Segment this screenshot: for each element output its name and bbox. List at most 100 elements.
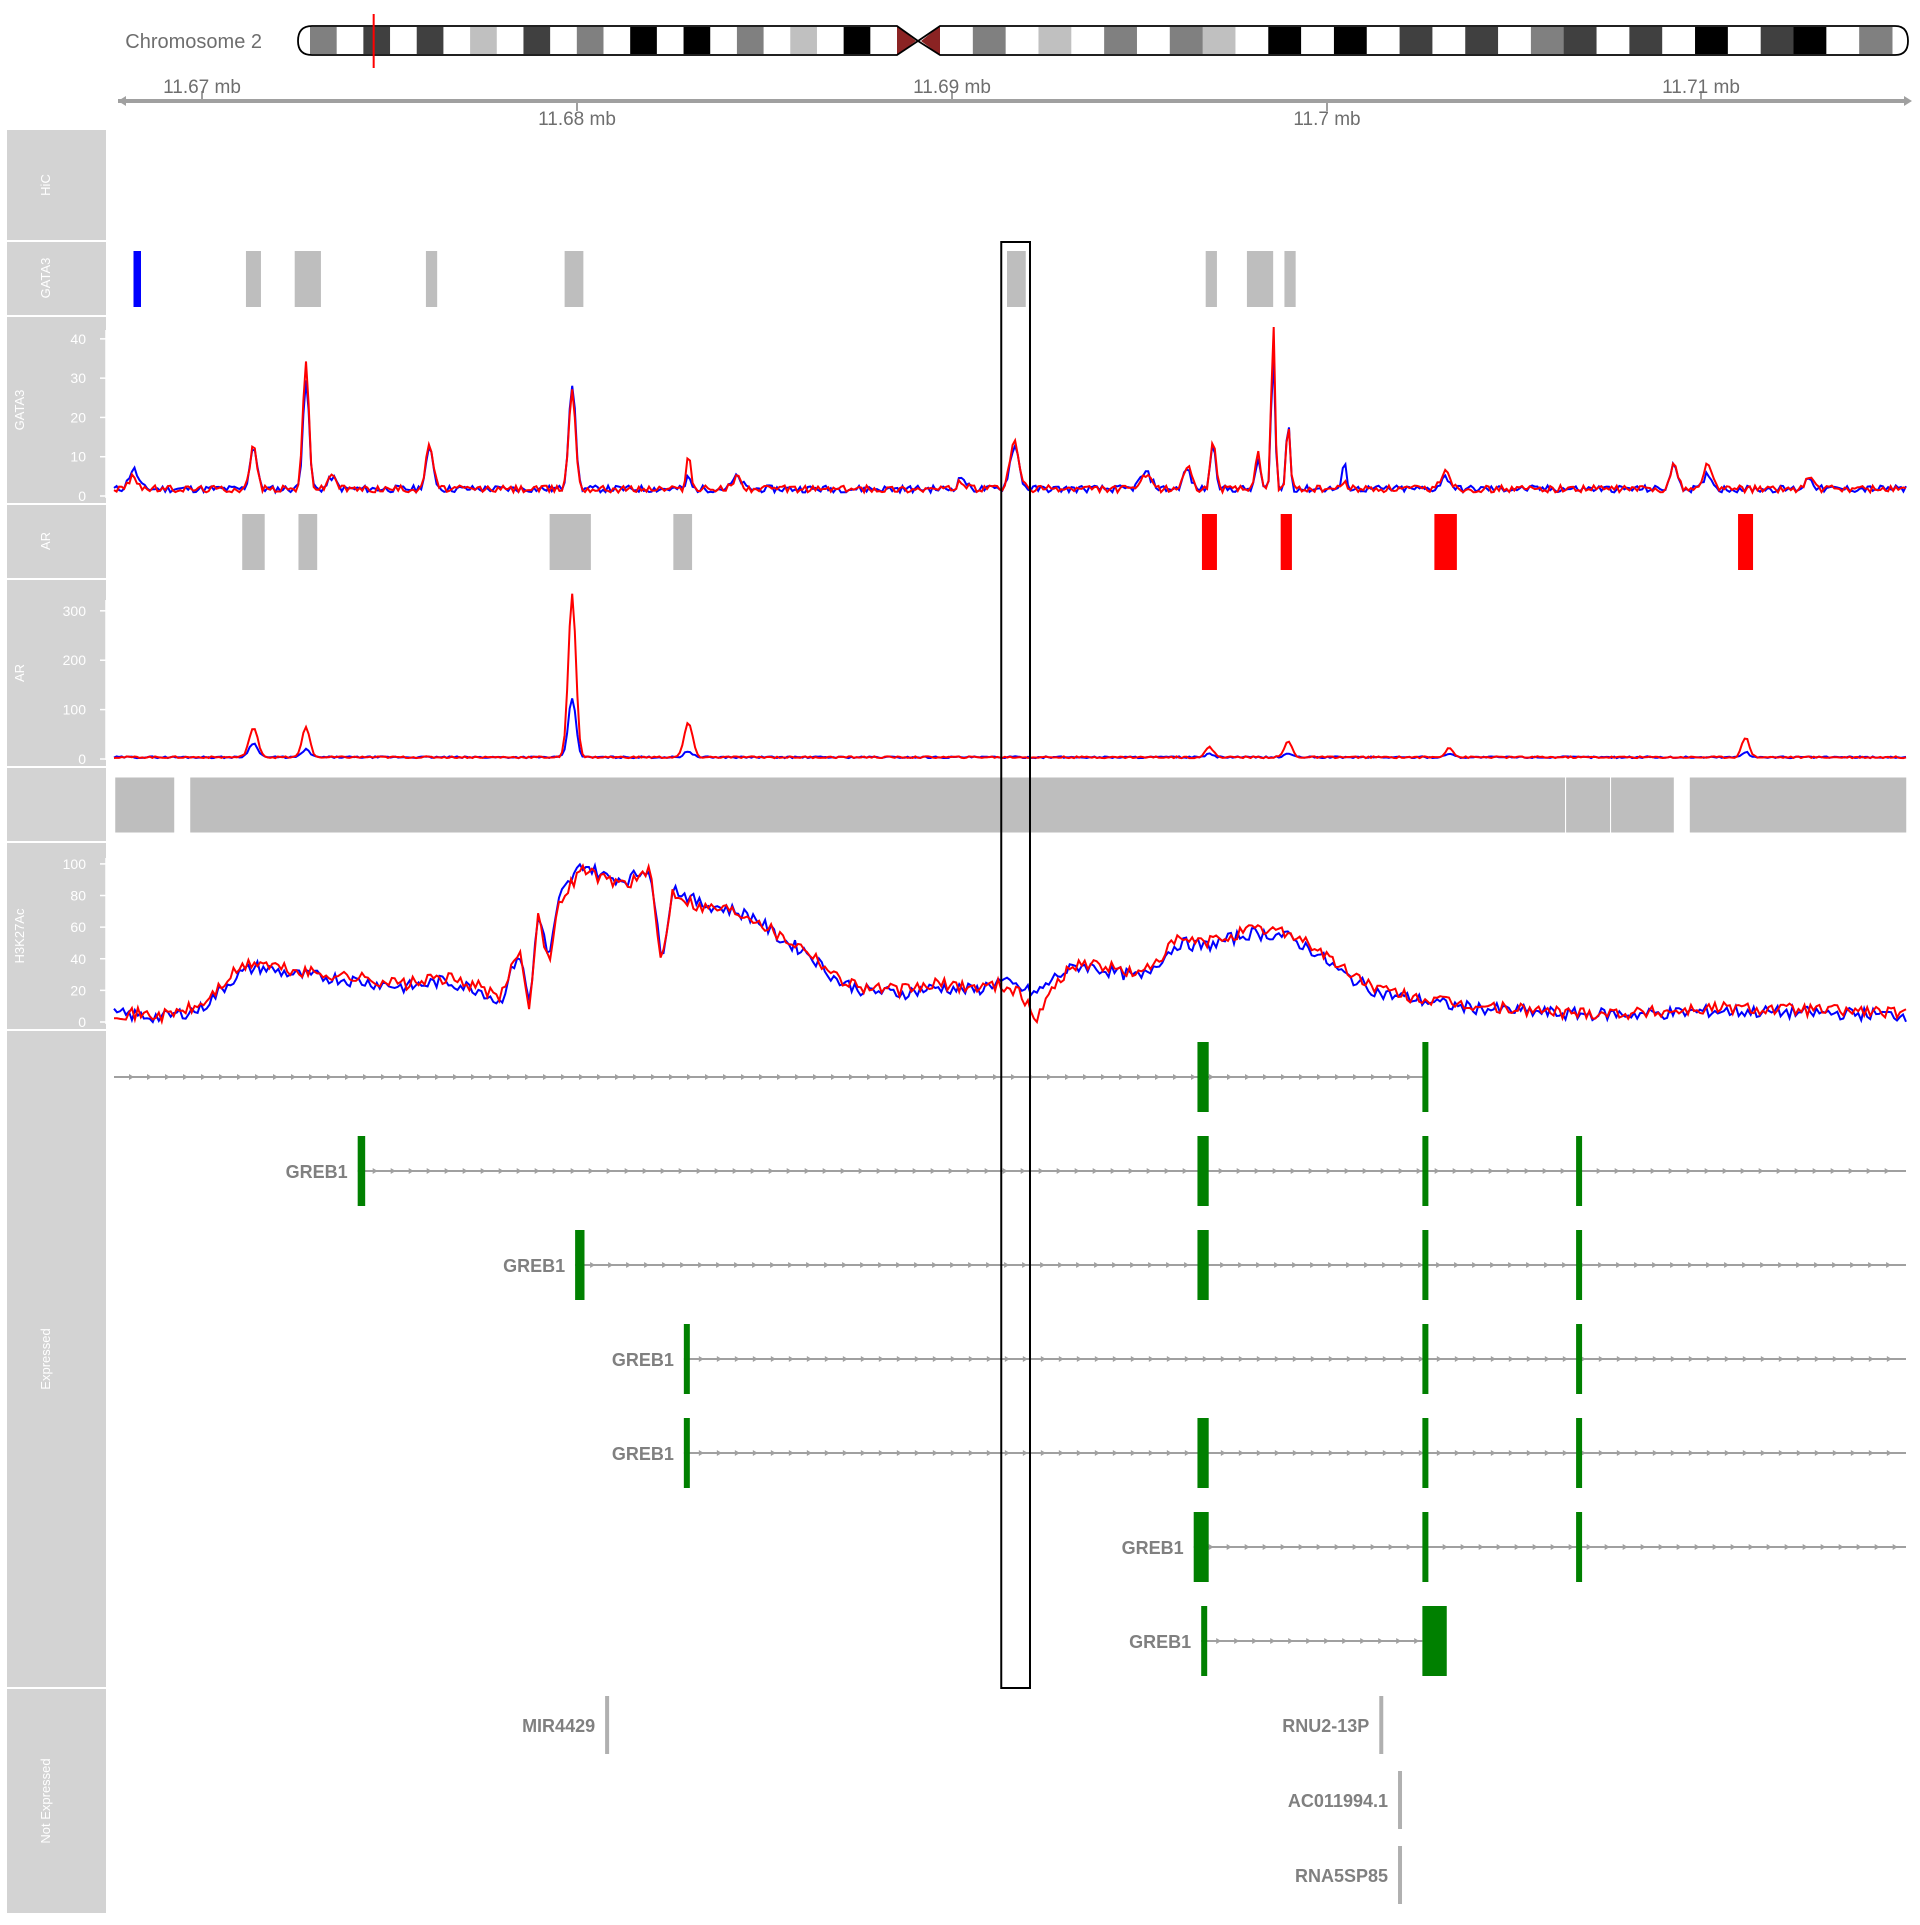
strand-arrow bbox=[1371, 1074, 1376, 1080]
strand-arrow bbox=[590, 1262, 596, 1268]
strand-arrow bbox=[986, 1450, 992, 1456]
strand-arrow bbox=[876, 1168, 882, 1174]
gene-label: RNA5SP85 bbox=[1295, 1866, 1388, 1886]
strand-arrow bbox=[1101, 1074, 1106, 1080]
ideogram-band bbox=[310, 27, 338, 54]
strand-arrow bbox=[1360, 1638, 1366, 1644]
strand-arrow bbox=[824, 1262, 830, 1268]
ideogram-band bbox=[1136, 27, 1171, 54]
segment-block bbox=[1688, 776, 1908, 834]
track-title-panels: HiC GATA3 GATA3 AR AR H3K27Ac Expressed … bbox=[7, 130, 106, 1913]
gata3-peak-gray bbox=[425, 251, 438, 307]
strand-arrow bbox=[1670, 1356, 1676, 1362]
h3k27ac-signal-track: 0 20 40 60 80 100 bbox=[63, 856, 1907, 1030]
strand-arrow bbox=[1748, 1544, 1754, 1550]
strand-arrow bbox=[1388, 1544, 1394, 1550]
strand-arrow bbox=[842, 1450, 848, 1456]
strand-arrow bbox=[498, 1168, 504, 1174]
strand-arrow bbox=[1506, 1168, 1512, 1174]
y-axis-tick-label: 300 bbox=[63, 603, 87, 619]
strand-arrow bbox=[734, 1356, 740, 1362]
strand-arrow bbox=[1184, 1356, 1190, 1362]
strand-arrow bbox=[1370, 1544, 1376, 1550]
strand-arrow bbox=[1778, 1262, 1784, 1268]
strand-arrow bbox=[1382, 1356, 1388, 1362]
strand-arrow bbox=[1236, 1168, 1242, 1174]
strand-arrow bbox=[1436, 1450, 1442, 1456]
strand-arrow bbox=[1616, 1262, 1622, 1268]
strand-arrow bbox=[1632, 1168, 1638, 1174]
strand-arrow bbox=[1706, 1356, 1712, 1362]
strand-arrow bbox=[1418, 1262, 1424, 1268]
segment-block bbox=[189, 776, 1567, 834]
exon-block bbox=[1576, 1324, 1583, 1394]
ar-peak-gray bbox=[242, 514, 265, 570]
strand-arrow bbox=[1317, 1074, 1322, 1080]
strand-arrow bbox=[1058, 1356, 1064, 1362]
strand-arrow bbox=[1832, 1262, 1838, 1268]
ideogram-band bbox=[1530, 27, 1565, 54]
strand-arrow bbox=[1796, 1262, 1802, 1268]
strand-arrow bbox=[1362, 1168, 1368, 1174]
h3k27ac-red-line bbox=[114, 862, 1907, 1026]
strand-arrow bbox=[1238, 1262, 1244, 1268]
strand-arrow bbox=[1508, 1450, 1514, 1456]
strand-arrow bbox=[1634, 1262, 1640, 1268]
strand-arrow bbox=[788, 1356, 794, 1362]
ideogram-band bbox=[470, 27, 498, 54]
y-axis-tick-label: 20 bbox=[70, 982, 86, 998]
strand-arrow bbox=[1299, 1074, 1304, 1080]
strand-arrow bbox=[1256, 1356, 1262, 1362]
ideogram-band bbox=[523, 27, 551, 54]
ideogram-band bbox=[1268, 27, 1302, 54]
strand-arrow bbox=[770, 1356, 776, 1362]
strand-arrow bbox=[1004, 1262, 1010, 1268]
exon-block bbox=[1193, 1512, 1209, 1582]
y-axis-tick-label: 60 bbox=[70, 919, 86, 935]
exon-block bbox=[1422, 1324, 1429, 1394]
strand-arrow bbox=[426, 1168, 432, 1174]
strand-arrow bbox=[543, 1074, 548, 1080]
ar-signal-track: 0 100 200 300 bbox=[63, 593, 1907, 767]
strand-arrow bbox=[1784, 1544, 1790, 1550]
strand-arrow bbox=[1712, 1544, 1718, 1550]
strand-arrow bbox=[698, 1356, 704, 1362]
gata3-signal-track: 0 10 20 30 40 bbox=[70, 326, 1907, 504]
ideogram-band bbox=[1465, 27, 1499, 54]
strand-arrow bbox=[1038, 1168, 1044, 1174]
axis-tick-label: 11.71 mb bbox=[1662, 77, 1740, 98]
y-axis-tick-label: 30 bbox=[70, 370, 86, 386]
strand-arrow bbox=[1758, 1168, 1764, 1174]
strand-arrow bbox=[363, 1074, 368, 1080]
strand-arrow bbox=[273, 1074, 278, 1080]
strand-arrow bbox=[1274, 1262, 1280, 1268]
strand-arrow bbox=[770, 1262, 776, 1268]
strand-arrow bbox=[932, 1450, 938, 1456]
strand-arrow bbox=[1280, 1544, 1286, 1550]
track-title-expressed: Expressed bbox=[38, 1328, 53, 1389]
ideogram-band bbox=[1596, 27, 1630, 54]
strand-arrow bbox=[1704, 1168, 1710, 1174]
non-expressed-gene-mark bbox=[1379, 1696, 1384, 1754]
strand-arrow bbox=[1130, 1356, 1136, 1362]
strand-arrow bbox=[1382, 1450, 1388, 1456]
y-axis-tick-label: 80 bbox=[70, 888, 86, 904]
strand-arrow bbox=[912, 1168, 918, 1174]
expressed-gene-track: GREB1 GREB1 GREB1 GREB1 GREB1 GREB1 bbox=[114, 1042, 1906, 1676]
axis-tick-label: 11.69 mb bbox=[913, 77, 991, 98]
strand-arrow bbox=[1238, 1356, 1244, 1362]
ideogram-band bbox=[940, 27, 974, 54]
strand-arrow bbox=[1724, 1450, 1730, 1456]
strand-arrow bbox=[896, 1262, 902, 1268]
strand-arrow bbox=[1760, 1450, 1766, 1456]
strand-arrow bbox=[327, 1074, 332, 1080]
strand-arrow bbox=[1148, 1262, 1154, 1268]
strand-arrow bbox=[1288, 1638, 1294, 1644]
ideogram-band bbox=[1695, 27, 1729, 54]
non-expressed-gene-mark bbox=[605, 1696, 610, 1754]
strand-arrow bbox=[1256, 1450, 1262, 1456]
strand-arrow bbox=[1454, 1356, 1460, 1362]
gata3-peak-track bbox=[133, 251, 1296, 307]
ideogram-band bbox=[1662, 27, 1696, 54]
strand-arrow bbox=[698, 1262, 704, 1268]
